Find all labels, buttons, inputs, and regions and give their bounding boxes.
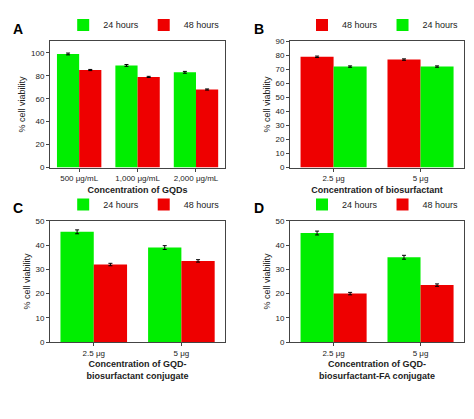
svg-text:A: A	[13, 21, 23, 37]
svg-text:100: 100	[31, 49, 45, 58]
svg-text:48 hours: 48 hours	[184, 20, 220, 30]
svg-text:Concentration of GQD-biosurfac: Concentration of GQD-biosurfactant conju…	[87, 359, 189, 381]
svg-text:% cell viability: % cell viability	[262, 253, 272, 310]
svg-text:10: 10	[35, 314, 44, 323]
svg-text:10: 10	[276, 314, 285, 323]
svg-text:2.5 μg: 2.5 μg	[322, 174, 344, 183]
svg-text:D: D	[254, 200, 264, 216]
svg-text:5 μg: 5 μg	[174, 349, 190, 358]
svg-text:80: 80	[276, 51, 285, 60]
svg-text:2,000 μg/mL: 2,000 μg/mL	[174, 174, 219, 183]
svg-text:40: 40	[276, 107, 285, 116]
svg-text:Concentration of GQDs: Concentration of GQDs	[88, 185, 188, 195]
svg-text:% cell viability: % cell viability	[262, 76, 272, 133]
svg-text:B: B	[254, 21, 264, 37]
svg-text:48 hours: 48 hours	[184, 200, 220, 210]
svg-text:40: 40	[35, 241, 44, 250]
svg-text:24 hours: 24 hours	[423, 20, 459, 30]
svg-text:50: 50	[35, 217, 44, 226]
svg-text:Concentration of biosurfactant: Concentration of biosurfactant	[311, 185, 443, 195]
svg-text:40: 40	[276, 241, 285, 250]
svg-text:48 hours: 48 hours	[423, 200, 459, 210]
svg-text:10: 10	[276, 149, 285, 158]
svg-text:0: 0	[40, 338, 45, 347]
svg-text:500 μg/mL: 500 μg/mL	[60, 174, 99, 183]
svg-text:2.5 μg: 2.5 μg	[322, 349, 344, 358]
svg-text:30: 30	[276, 121, 285, 130]
svg-text:24 hours: 24 hours	[103, 200, 139, 210]
svg-text:30: 30	[276, 265, 285, 274]
svg-text:20: 20	[276, 135, 285, 144]
svg-text:70: 70	[276, 65, 285, 74]
svg-text:24 hours: 24 hours	[342, 200, 378, 210]
svg-text:40: 40	[35, 117, 44, 126]
svg-text:60: 60	[276, 79, 285, 88]
svg-text:20: 20	[35, 140, 44, 149]
svg-text:0: 0	[280, 338, 285, 347]
svg-text:20: 20	[35, 289, 44, 298]
svg-text:C: C	[13, 200, 23, 216]
svg-text:5 μg: 5 μg	[413, 174, 429, 183]
svg-text:Concentration of GQD-biosurfac: Concentration of GQD-biosurfactant-FA co…	[319, 359, 435, 381]
svg-text:1,000 μg/mL: 1,000 μg/mL	[115, 174, 160, 183]
svg-text:% cell viability: % cell viability	[17, 76, 27, 133]
svg-text:60: 60	[35, 95, 44, 104]
svg-text:20: 20	[276, 289, 285, 298]
svg-text:5 μg: 5 μg	[413, 349, 429, 358]
svg-text:24 hours: 24 hours	[103, 20, 139, 30]
svg-text:50: 50	[276, 217, 285, 226]
svg-text:90: 90	[276, 37, 285, 46]
svg-text:50: 50	[276, 93, 285, 102]
svg-text:80: 80	[35, 72, 44, 81]
svg-text:30: 30	[35, 265, 44, 274]
svg-text:0: 0	[280, 163, 285, 172]
svg-text:% cell viability: % cell viability	[22, 253, 32, 310]
svg-text:2.5 μg: 2.5 μg	[83, 349, 105, 358]
svg-text:48 hours: 48 hours	[342, 20, 378, 30]
svg-text:0: 0	[40, 163, 45, 172]
